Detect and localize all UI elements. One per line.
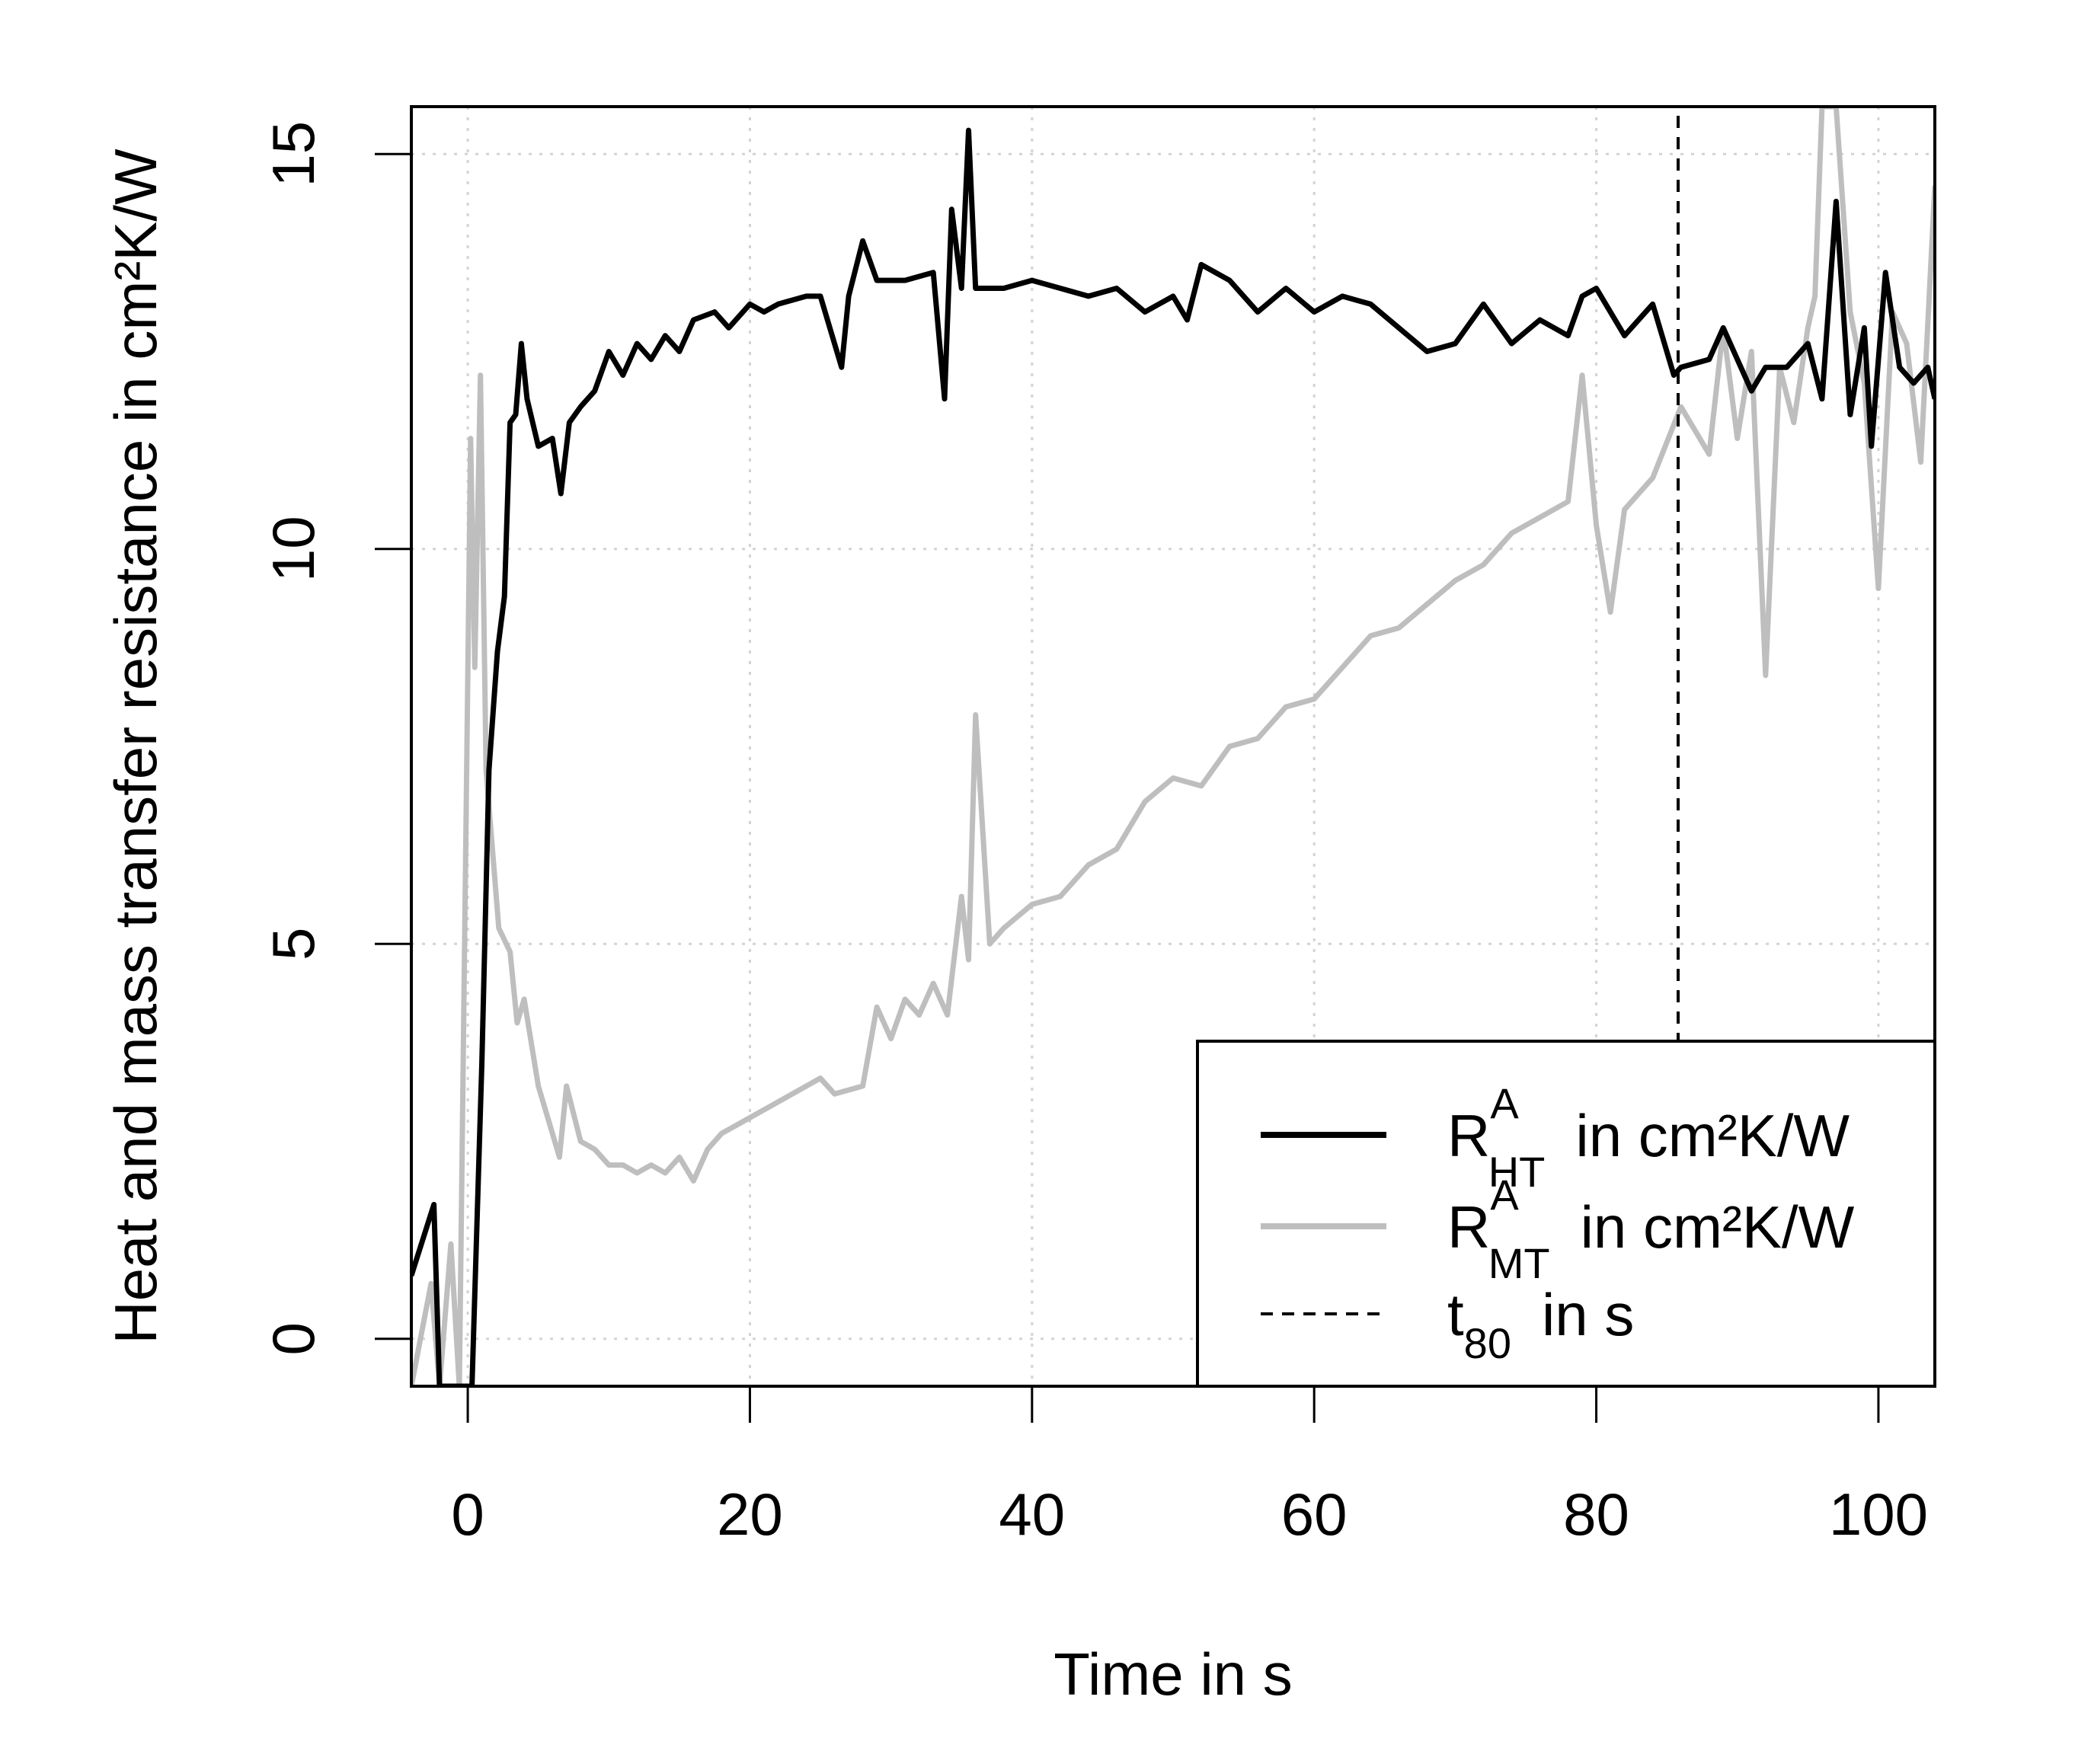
x-axis-label: Time in s — [1053, 1641, 1293, 1708]
legend-label-0: RA HTin cm²K/W — [1447, 1079, 1850, 1196]
y-tick-label: 10 — [260, 516, 327, 582]
x-tick-label: 20 — [717, 1481, 783, 1548]
y-axis: 0 5 10 15 — [260, 121, 413, 1355]
y-tick-label: 15 — [260, 121, 327, 187]
y-tick-label: 0 — [260, 1322, 327, 1355]
legend-label-2: t80 in s — [1447, 1281, 1634, 1367]
x-tick-label: 0 — [451, 1481, 484, 1548]
legend-label-1: RA MTin cm²K/W — [1447, 1171, 1855, 1287]
series-line-0 — [411, 127, 1935, 1386]
y-tick-label: 5 — [260, 928, 327, 960]
x-tick-label: 100 — [1829, 1481, 1928, 1548]
x-axis: 0 20 40 60 80 100 — [451, 1385, 1928, 1548]
x-tick-label: 60 — [1281, 1481, 1348, 1548]
x-tick-label: 80 — [1563, 1481, 1629, 1548]
legend-box — [1196, 1040, 1936, 1388]
x-tick-label: 40 — [999, 1481, 1065, 1548]
series-line-1 — [411, 107, 1935, 1386]
y-axis-label: Heat and mass transfer resistance in cm²… — [102, 149, 169, 1344]
